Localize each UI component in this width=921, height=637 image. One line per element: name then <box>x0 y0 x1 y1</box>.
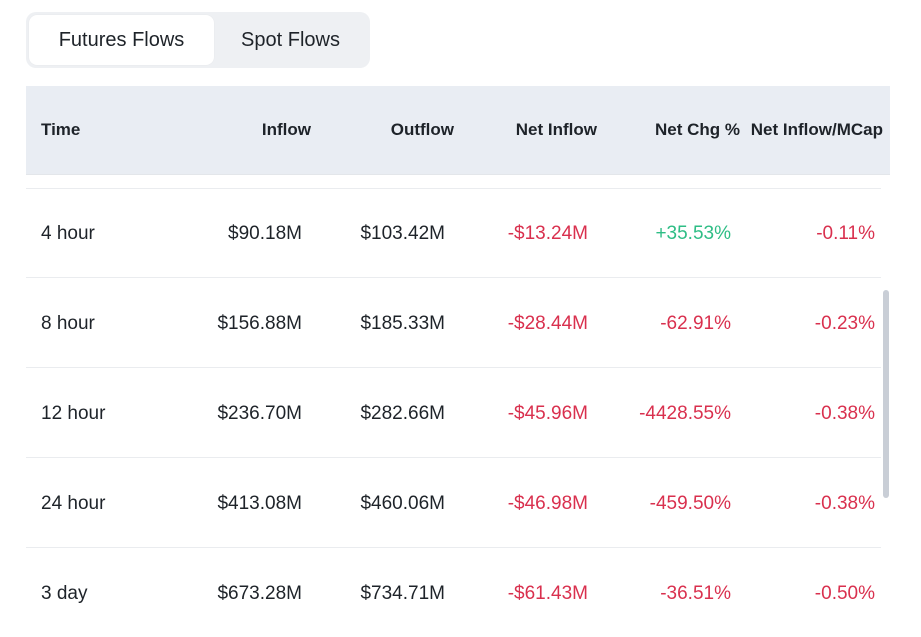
tab-spot-flows[interactable]: Spot Flows <box>241 28 340 51</box>
tab-futures-flows[interactable]: Futures Flows <box>29 15 214 65</box>
header-time: Time <box>41 120 81 139</box>
cell-net-inflow-mcap: -0.38% <box>814 402 875 424</box>
table-row: 4 hour $90.18M $103.42M -$13.24M +35.53%… <box>26 189 881 278</box>
cell-net-chg: -36.51% <box>660 582 731 604</box>
table-row: 24 hour $413.08M $460.06M -$46.98M -459.… <box>26 459 881 548</box>
cell-inflow: $236.70M <box>217 402 302 424</box>
cell-net-chg: -4428.55% <box>639 402 731 424</box>
cell-time: 4 hour <box>41 222 95 244</box>
cell-time: 3 day <box>41 582 88 604</box>
header-inflow: Inflow <box>261 120 311 139</box>
cell-outflow: $103.42M <box>360 222 445 244</box>
cell-net-inflow: -$46.98M <box>507 492 588 514</box>
cell-net-inflow-mcap: -0.11% <box>816 222 875 244</box>
cell-net-inflow-mcap: -0.23% <box>814 312 875 334</box>
header-net-inflow: Net Inflow <box>515 120 597 139</box>
table-header: Time Inflow Outflow Net Inflow Net Chg %… <box>26 86 890 175</box>
cell-net-inflow: -$61.43M <box>507 582 588 604</box>
cell-inflow: $413.08M <box>217 492 302 514</box>
table-row: 12 hour $236.70M $282.66M -$45.96M -4428… <box>26 369 881 458</box>
table-row: 8 hour $156.88M $185.33M -$28.44M -62.91… <box>26 279 881 368</box>
cell-time: 8 hour <box>41 312 95 334</box>
cell-net-chg: -459.50% <box>649 492 731 514</box>
cell-outflow: $734.71M <box>360 582 445 604</box>
cell-inflow: $156.88M <box>217 312 302 334</box>
header-net-inflow-mcap: Net Inflow/MCap <box>750 120 883 139</box>
cell-outflow: $282.66M <box>360 402 445 424</box>
cell-net-inflow-mcap: -0.38% <box>814 492 875 514</box>
cell-inflow: $673.28M <box>217 582 302 604</box>
cell-net-inflow: -$45.96M <box>507 402 588 424</box>
header-net-chg: Net Chg % <box>655 120 740 139</box>
cell-net-chg: +35.53% <box>655 222 731 244</box>
cell-net-inflow: -$28.44M <box>507 312 588 334</box>
cell-time: 24 hour <box>41 492 106 514</box>
flow-type-switcher: Futures Flows Spot Flows <box>26 12 370 68</box>
cell-outflow: $460.06M <box>360 492 445 514</box>
cell-outflow: $185.33M <box>360 312 445 334</box>
row-divider <box>26 188 881 189</box>
cell-net-chg: -62.91% <box>660 312 731 334</box>
header-outflow: Outflow <box>390 120 454 139</box>
cell-net-inflow-mcap: -0.50% <box>814 582 875 604</box>
cell-inflow: $90.18M <box>228 222 302 244</box>
flows-table: Time Inflow Outflow Net Inflow Net Chg %… <box>26 86 890 637</box>
vertical-scrollbar[interactable] <box>883 290 889 498</box>
cell-net-inflow: -$13.24M <box>507 222 588 244</box>
table-row: 3 day $673.28M $734.71M -$61.43M -36.51%… <box>26 549 881 637</box>
cell-time: 12 hour <box>41 402 106 424</box>
